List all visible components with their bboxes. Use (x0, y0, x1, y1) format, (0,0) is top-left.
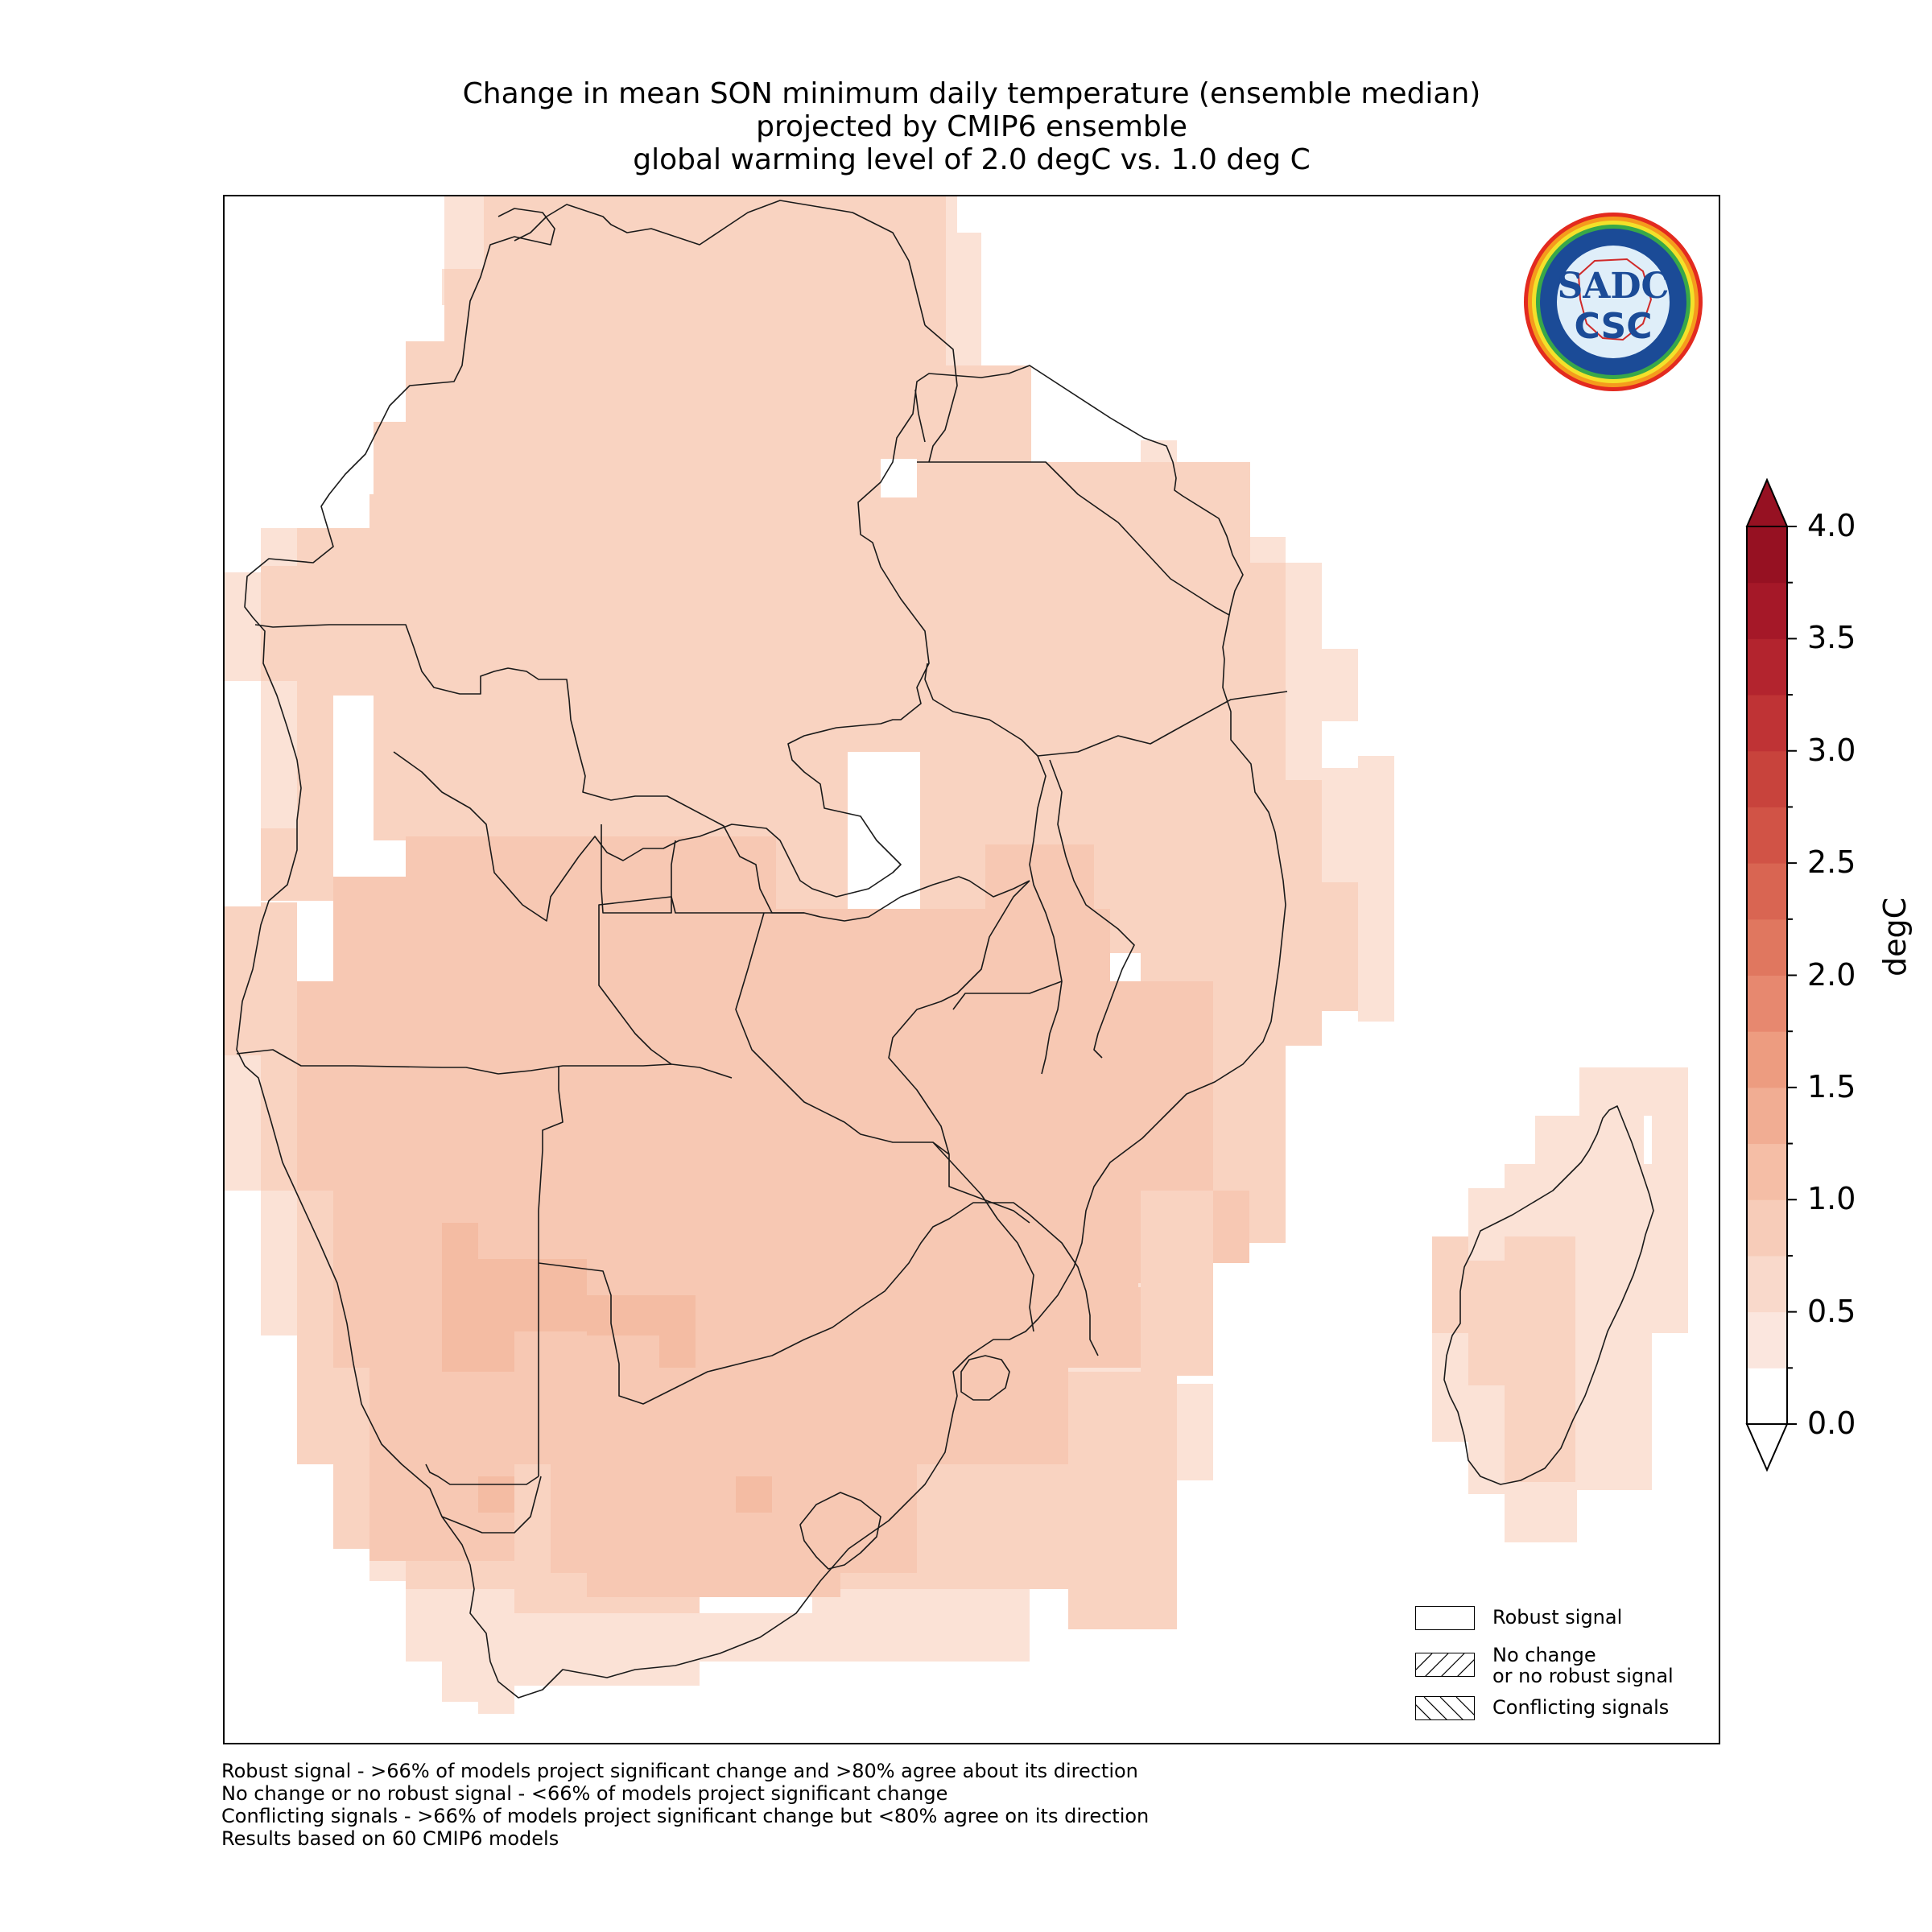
colorbar-segment (1747, 807, 1787, 864)
colorbar-segment (1747, 919, 1787, 976)
colorbar-segment (1747, 695, 1787, 752)
sadc-csc-logo: SADC CSC (1524, 213, 1703, 391)
legend-swatch-robust (1415, 1606, 1475, 1630)
temperature-field (225, 196, 1688, 1743)
colorbar-segments (1745, 478, 1789, 1472)
colorbar-tick-label: 4.0 (1807, 508, 1856, 543)
legend-label-robust: Robust signal (1492, 1606, 1623, 1629)
footnote-no-change: No change or no robust signal - <66% of … (221, 1782, 948, 1805)
map-canvas (225, 196, 1688, 1743)
chart-title: Change in mean SON minimum daily tempera… (223, 77, 1720, 176)
colorbar-tick-label: 0.5 (1807, 1293, 1856, 1329)
colorbar-segment (1747, 1031, 1787, 1088)
colorbar-segment (1747, 1143, 1787, 1200)
title-line-1: Change in mean SON minimum daily tempera… (462, 77, 1481, 110)
footnote-conflicting: Conflicting signals - >66% of models pro… (221, 1805, 1150, 1827)
colorbar (1745, 478, 1797, 1472)
legend-label-no-change: No change (1492, 1644, 1596, 1666)
colorbar-tick-label: 3.0 (1807, 732, 1856, 768)
footnotes: Robust signal - >66% of models project s… (221, 1760, 1149, 1850)
colorbar-extend-max (1745, 478, 1789, 527)
colorbar-segment (1747, 526, 1787, 584)
coastline-mainland (236, 208, 1286, 1699)
colorbar-segment (1747, 1311, 1787, 1368)
field-gaps (225, 196, 917, 1743)
madagascar-outline (1443, 1105, 1654, 1485)
colorbar-segment (1747, 1368, 1787, 1425)
legend-label-conflicting: Conflicting signals (1492, 1696, 1670, 1719)
back-hatch-icon (1416, 1697, 1474, 1719)
forward-hatch-icon (1416, 1653, 1474, 1676)
map-panel: SADC CSC Robust signal No change or no r… (223, 195, 1720, 1744)
colorbar-tick-label: 2.5 (1807, 844, 1856, 881)
field-warmer (442, 1223, 772, 1513)
colorbar-tick-label: 1.0 (1807, 1181, 1856, 1217)
colorbar-extend-min (1745, 1423, 1789, 1472)
footnote-models: Results based on 60 CMIP6 models (221, 1827, 559, 1850)
signal-legend: Robust signal No change or no robust sig… (1415, 1604, 1701, 1725)
colorbar-segment (1747, 1255, 1787, 1313)
colorbar-segment (1747, 975, 1787, 1032)
colorbar-segment (1747, 1199, 1787, 1257)
title-line-2: projected by CMIP6 ensemble (756, 110, 1187, 143)
colorbar-unit-label: degC (1877, 897, 1913, 976)
colorbar-segment (1747, 1087, 1787, 1145)
logo-text-sub: CSC (1574, 306, 1652, 347)
colorbar-tick-label: 1.5 (1807, 1068, 1856, 1104)
logo-text-main: SADC (1557, 266, 1669, 307)
colorbar-ticks (1787, 526, 1797, 1425)
footnote-robust: Robust signal - >66% of models project s… (221, 1760, 1138, 1782)
country-borders (236, 200, 1288, 1699)
colorbar-tick-label: 3.5 (1807, 620, 1856, 656)
colorbar-segment (1747, 863, 1787, 920)
colorbar-segment (1747, 638, 1787, 696)
legend-swatch-conflicting (1415, 1696, 1475, 1720)
title-line-3: global warming level of 2.0 degC vs. 1.0… (633, 143, 1311, 176)
colorbar-segment (1747, 750, 1787, 807)
colorbar-tick-label: 0.0 (1807, 1406, 1856, 1441)
legend-label-no-change-2: or no robust signal (1492, 1665, 1674, 1687)
colorbar-segment (1747, 582, 1787, 639)
legend-swatch-no-change (1415, 1653, 1475, 1677)
colorbar-tick-label: 2.0 (1807, 956, 1856, 993)
